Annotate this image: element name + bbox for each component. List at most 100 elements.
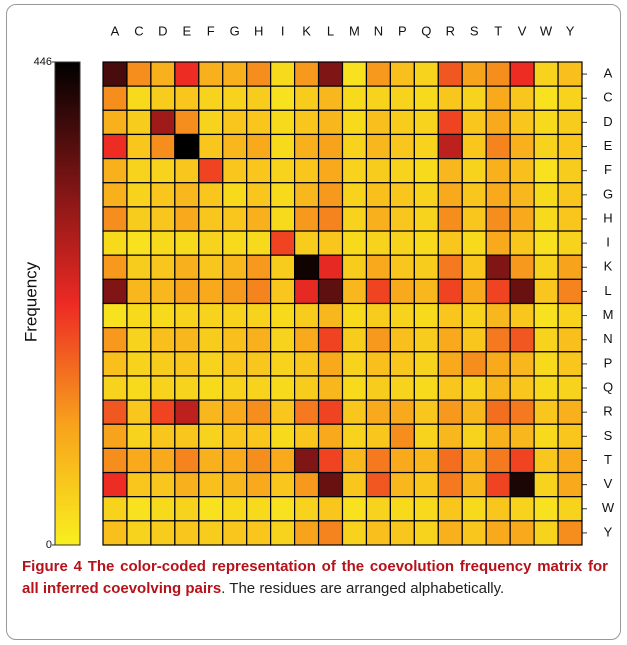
cell [485, 206, 511, 232]
cell [557, 61, 583, 87]
cell [294, 520, 320, 546]
cell [341, 254, 368, 280]
cell [557, 278, 583, 305]
y-tick-label: M [603, 307, 614, 322]
x-tick-label: C [134, 23, 143, 38]
y-tick-label: I [606, 235, 610, 250]
cell [485, 278, 511, 305]
cell [294, 327, 320, 353]
cell [222, 133, 248, 160]
cell [365, 182, 392, 208]
cell [413, 375, 439, 401]
cell [485, 61, 511, 87]
cell [246, 375, 272, 401]
cell [533, 230, 559, 256]
cell [126, 109, 152, 136]
cell [509, 423, 535, 449]
cell [222, 182, 248, 208]
y-tick-label: D [603, 114, 612, 129]
cell [317, 351, 344, 377]
cell [509, 351, 535, 377]
cell [365, 327, 392, 353]
y-tick-label: F [604, 162, 612, 177]
x-tick-label: D [158, 23, 167, 38]
cell [222, 471, 248, 498]
y-tick-label: L [604, 283, 611, 298]
cell [270, 254, 296, 280]
cell [174, 230, 200, 256]
cell [533, 278, 559, 305]
cell [389, 351, 415, 377]
cell [485, 351, 511, 377]
cell [365, 447, 392, 474]
cell [437, 254, 463, 280]
cell [485, 230, 511, 256]
cell [126, 206, 152, 232]
cell [317, 278, 344, 305]
cell [509, 133, 535, 160]
cell [126, 85, 152, 111]
cell [126, 302, 152, 329]
cell [317, 133, 344, 160]
cell [413, 471, 439, 498]
cell [150, 496, 176, 522]
cell [150, 471, 176, 498]
cell [557, 327, 583, 353]
cell [461, 375, 487, 401]
cell [294, 182, 320, 208]
cell [126, 158, 152, 184]
cell [485, 520, 511, 546]
y-tick-label: G [603, 186, 613, 201]
cell [270, 158, 296, 184]
cell [222, 520, 248, 546]
cell [198, 85, 224, 111]
cell [533, 254, 559, 280]
cell [198, 302, 224, 329]
cell [126, 133, 152, 160]
cell [485, 471, 511, 498]
cell [294, 206, 320, 232]
caption-bold: Figure 4 The color-coded representation … [22, 558, 608, 597]
cell [222, 327, 248, 353]
cell [270, 109, 296, 136]
cell [437, 85, 463, 111]
cell [270, 375, 296, 401]
cell [341, 302, 368, 329]
cell [509, 61, 535, 87]
colorbar-tick-label: 446 [34, 56, 52, 68]
cell [437, 302, 463, 329]
x-tick-label: E [182, 23, 191, 38]
cell [461, 109, 487, 136]
x-tick-label: T [494, 23, 502, 38]
cell [509, 447, 535, 474]
cell [485, 182, 511, 208]
cell [413, 133, 439, 160]
cell [102, 327, 128, 353]
cell [365, 254, 392, 280]
cell [317, 206, 344, 232]
cell [533, 61, 559, 87]
cell [533, 520, 559, 546]
cell [485, 423, 511, 449]
x-tick-label: A [111, 23, 120, 38]
cell [126, 278, 152, 305]
cell [174, 302, 200, 329]
cell [341, 423, 368, 449]
cell [150, 133, 176, 160]
cell [174, 496, 200, 522]
cell [222, 496, 248, 522]
cell [389, 496, 415, 522]
cell [270, 471, 296, 498]
cell [461, 182, 487, 208]
cell [174, 61, 200, 87]
cell [437, 182, 463, 208]
cell [294, 133, 320, 160]
cell [485, 447, 511, 474]
cell [365, 109, 392, 136]
cell [102, 351, 128, 377]
cell [557, 423, 583, 449]
cell [317, 375, 344, 401]
cell [317, 158, 344, 184]
cell [461, 230, 487, 256]
cell [413, 447, 439, 474]
